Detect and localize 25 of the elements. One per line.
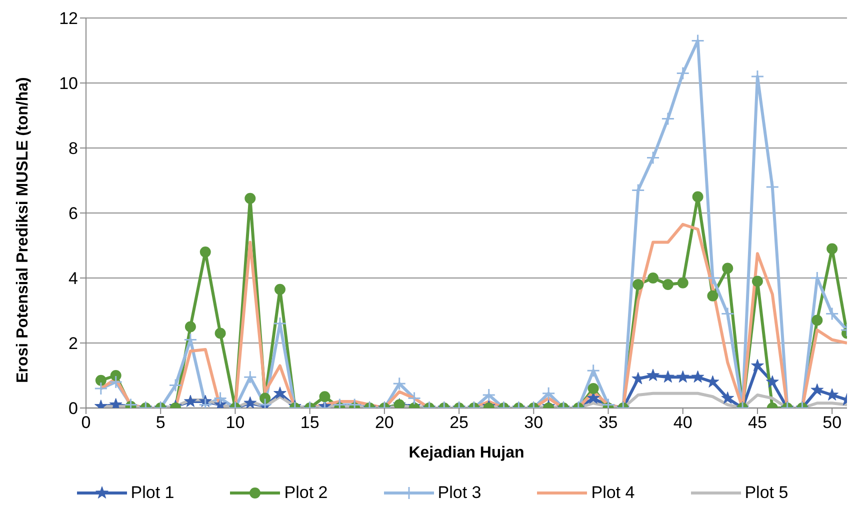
x-tick-label: 0 (81, 413, 91, 432)
x-tick-label: 15 (300, 413, 320, 432)
y-tick-label: 10 (59, 74, 78, 94)
y-tick-label: 8 (68, 139, 78, 158)
legend-label: Plot 2 (284, 483, 328, 503)
x-tick-label: 50 (822, 413, 842, 432)
y-tick-label: 6 (68, 204, 78, 224)
legend-label: Plot 3 (438, 483, 482, 503)
x-tick-label: 20 (374, 413, 394, 432)
y-tick-label: 12 (59, 9, 78, 28)
legend-label: Plot 4 (591, 483, 635, 503)
y-axis-title: Erosi Potensial Prediksi MUSLE (ton/ha) (14, 77, 32, 383)
legend-label: Plot 5 (744, 483, 788, 503)
y-tick-label: 4 (68, 269, 78, 288)
legend-label: Plot 1 (130, 483, 174, 503)
x-tick-label: 40 (673, 413, 692, 432)
x-axis-title: Kejadian Hujan (408, 444, 524, 462)
x-tick-label: 45 (748, 413, 767, 432)
y-tick-label: 0 (68, 399, 78, 418)
x-tick-label: 35 (598, 413, 618, 432)
y-tick-label: 2 (68, 334, 78, 354)
x-tick-label: 25 (450, 413, 468, 432)
x-tick-label: 10 (226, 413, 245, 432)
x-tick-label: 5 (156, 413, 166, 432)
x-tick-label: 30 (524, 413, 544, 432)
